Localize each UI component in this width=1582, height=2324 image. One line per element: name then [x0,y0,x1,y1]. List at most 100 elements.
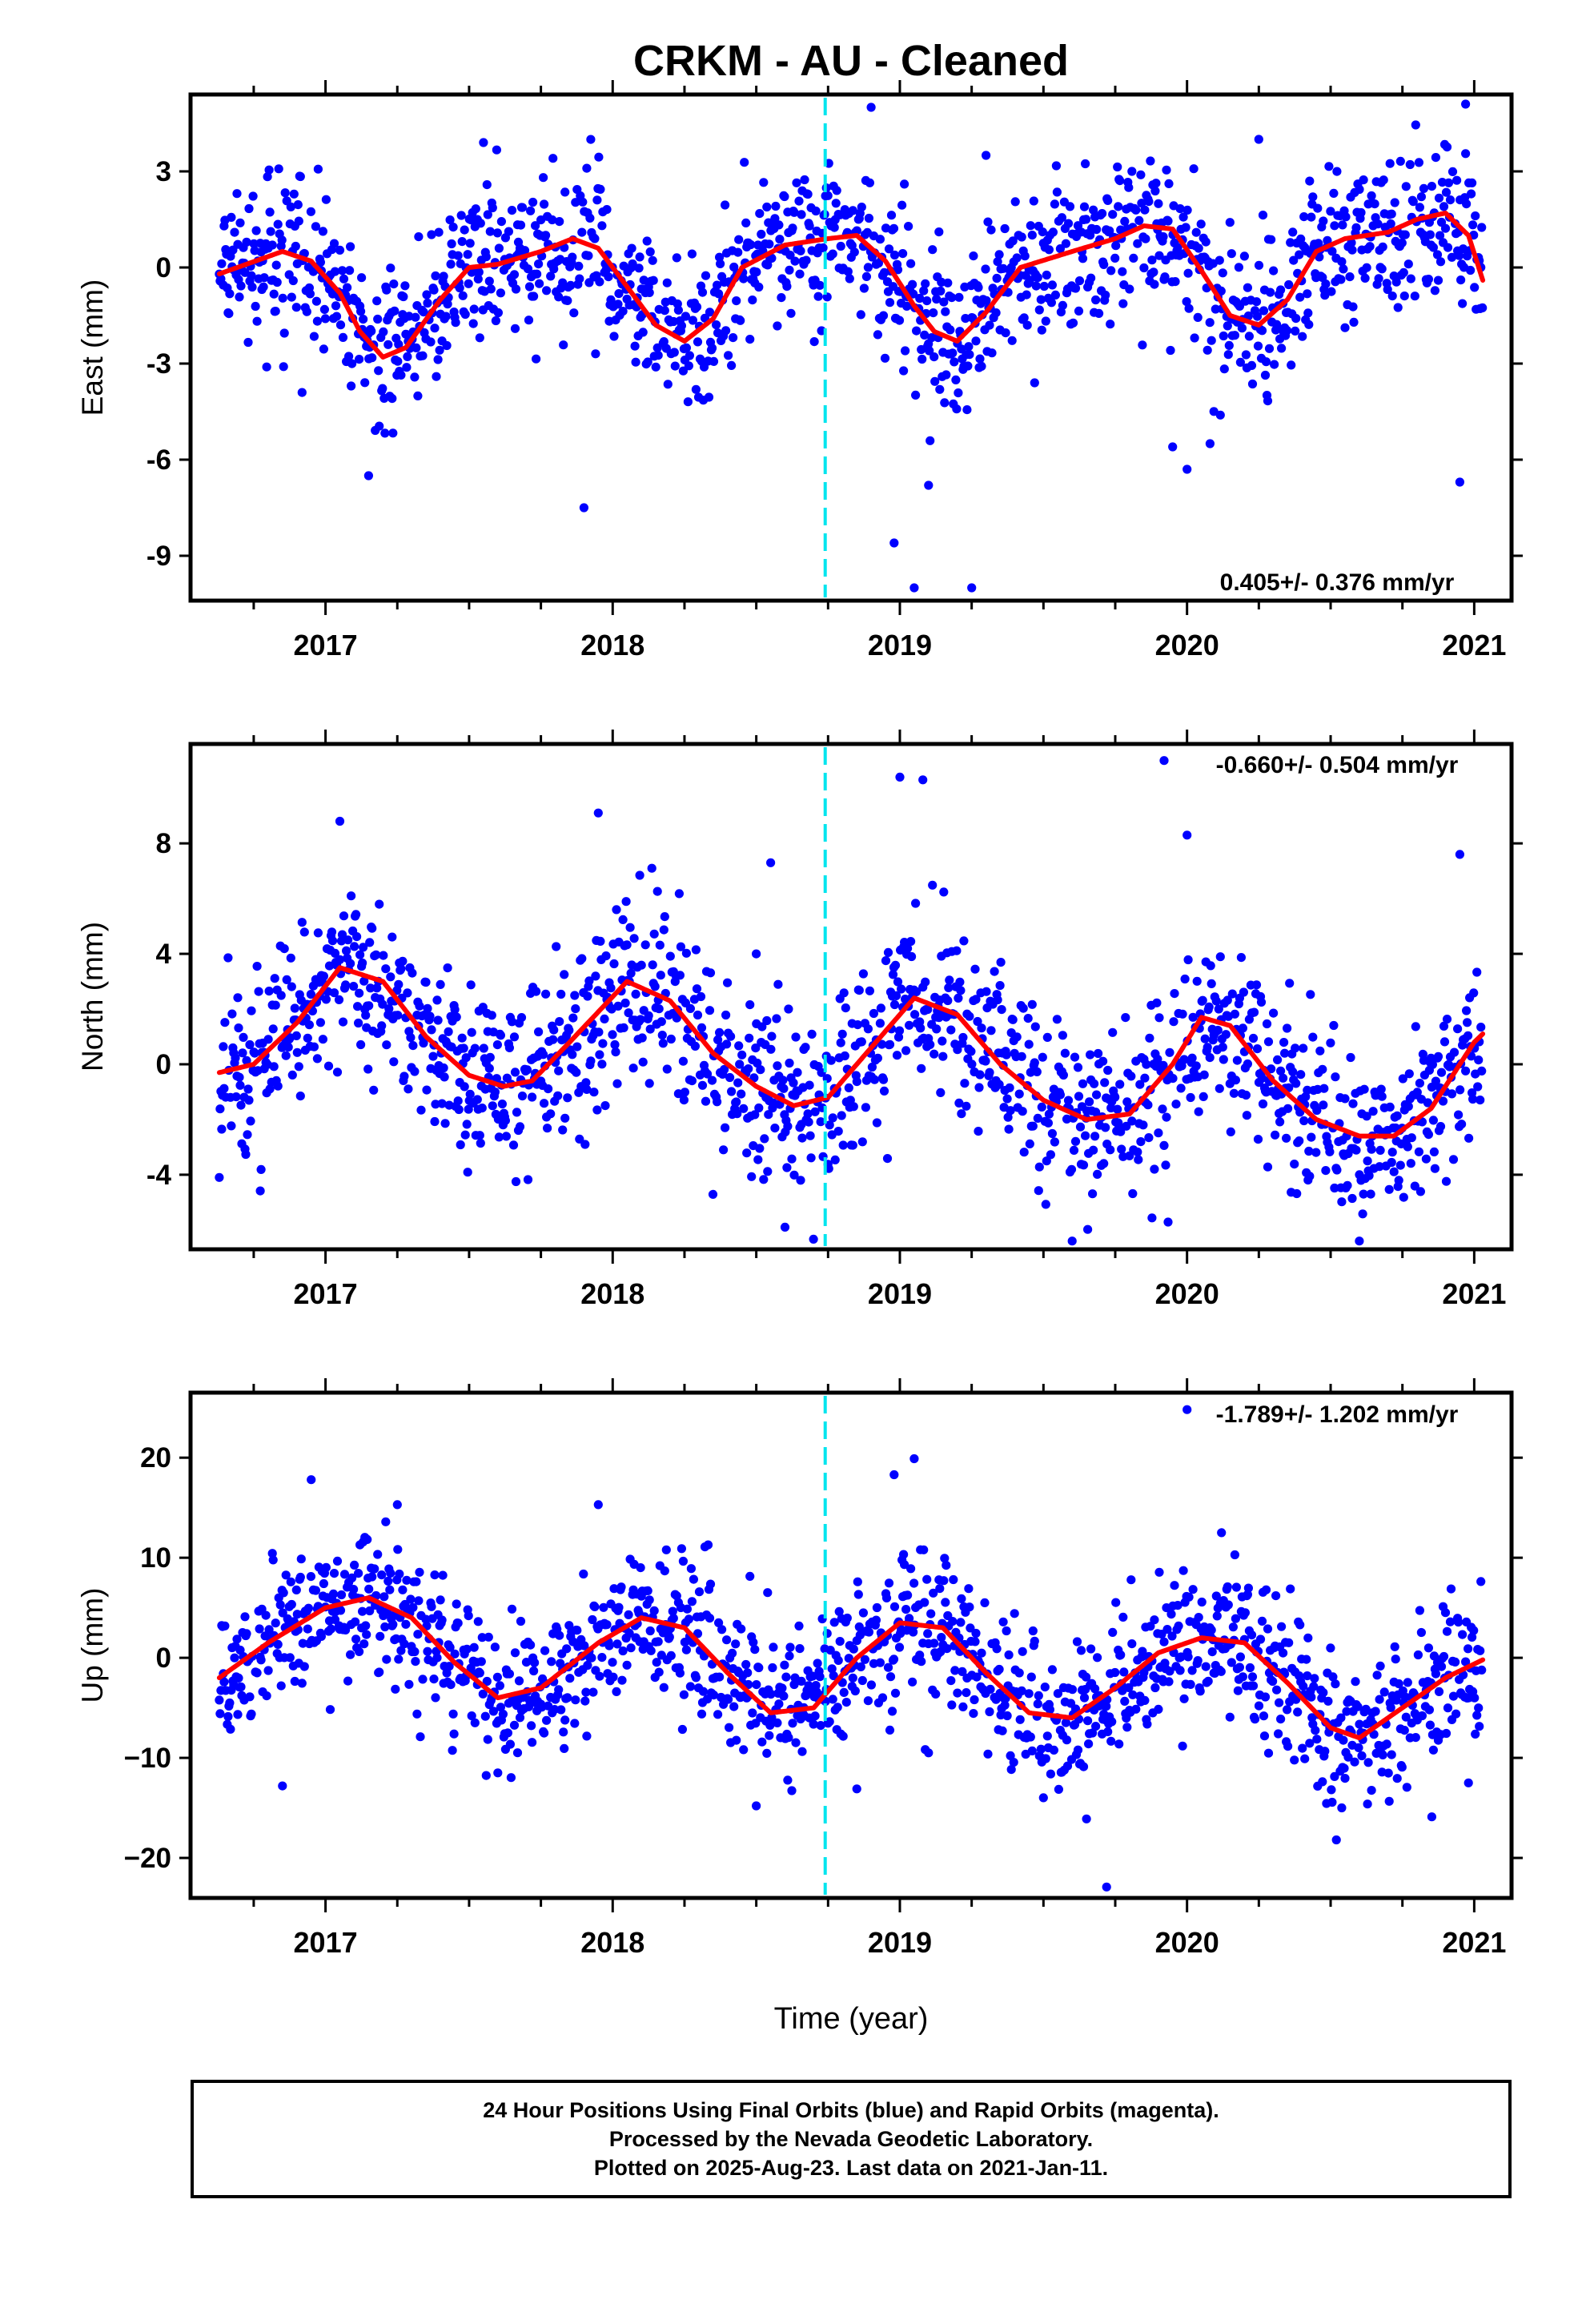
data-point [508,1140,519,1150]
data-point [1214,1004,1223,1014]
data-point [677,321,687,331]
data-point [762,1748,772,1758]
data-point [1120,216,1130,226]
data-point [236,1682,246,1692]
data-point [406,1594,416,1604]
data-point [388,1619,398,1630]
data-point [448,223,458,232]
data-point [352,932,362,942]
data-point [476,1138,485,1148]
data-point [622,1660,632,1670]
data-point [1114,1739,1124,1749]
data-point [656,971,665,980]
data-point [1264,344,1275,353]
data-point [475,333,484,343]
data-point [511,284,521,294]
data-point [244,203,254,214]
data-point [1075,1122,1086,1132]
data-point [379,951,388,960]
data-point [418,1675,428,1684]
data-point [1188,1585,1198,1594]
data-point [408,968,417,978]
data-point [1154,1128,1163,1138]
data-point [848,1673,857,1683]
data-point [1041,1754,1050,1763]
data-point [836,1038,845,1047]
data-point [1117,1144,1126,1154]
data-point [1320,1747,1330,1756]
data-point [271,307,280,316]
data-point [1366,1189,1375,1199]
data-point [640,940,650,950]
data-point [612,905,621,915]
data-point [753,1155,763,1164]
data-point [1211,1591,1221,1601]
data-point [475,1668,484,1678]
x-tick-label: 2021 [1442,629,1506,661]
data-point [1387,292,1397,301]
data-point [792,178,801,187]
data-point [349,982,359,991]
data-point [1372,1671,1382,1680]
data-point [1327,247,1337,256]
data-point [339,1570,350,1579]
data-point [422,290,432,300]
data-point [1074,1092,1084,1101]
data-point [1139,263,1149,273]
data-point [1184,304,1194,313]
data-point [1188,1012,1198,1022]
outlier-point [924,480,934,490]
data-point [580,1140,590,1149]
data-point [475,1131,484,1140]
data-point [1178,1741,1187,1751]
data-point [645,247,655,257]
data-point [811,206,821,216]
data-point [377,1021,387,1031]
data-point [662,1064,672,1074]
data-point [492,1040,503,1050]
data-point [748,296,757,305]
data-point [375,1631,385,1641]
data-point [291,1585,301,1594]
data-point [844,1083,853,1092]
data-point [1291,1043,1300,1053]
data-point [936,286,946,296]
data-point [380,1622,390,1632]
data-point [1001,328,1010,338]
data-point [1445,195,1456,205]
data-point [1346,1052,1355,1063]
data-point [273,219,283,229]
data-point [1464,1644,1473,1654]
data-point [848,1140,857,1150]
data-point [290,1676,299,1687]
data-point [796,1176,805,1185]
data-point [1127,1116,1137,1126]
data-point [860,1655,869,1664]
data-point [560,1715,570,1725]
data-point [1397,1763,1407,1772]
data-point [986,1684,995,1694]
data-point [863,1024,873,1034]
footer-box: 24 Hour Positions Using Final Orbits (bl… [191,2080,1512,2198]
data-point [881,1593,892,1602]
data-point [965,1602,974,1612]
data-point [1252,1044,1263,1054]
data-point [390,306,400,316]
data-point [416,1732,425,1742]
data-point [570,991,580,1000]
data-point [1136,170,1146,179]
data-point [1423,1130,1433,1140]
data-point [1150,186,1160,196]
x-tick-label: 2019 [868,629,932,661]
data-point [1267,1064,1276,1074]
data-point [697,287,708,297]
data-point [354,1018,363,1028]
data-point [1094,308,1104,318]
data-point [833,1655,843,1665]
data-point [790,256,800,266]
data-point [279,944,289,954]
data-point [784,1004,793,1014]
data-point [1238,1023,1247,1033]
data-point [496,1703,506,1712]
data-point [782,282,792,292]
